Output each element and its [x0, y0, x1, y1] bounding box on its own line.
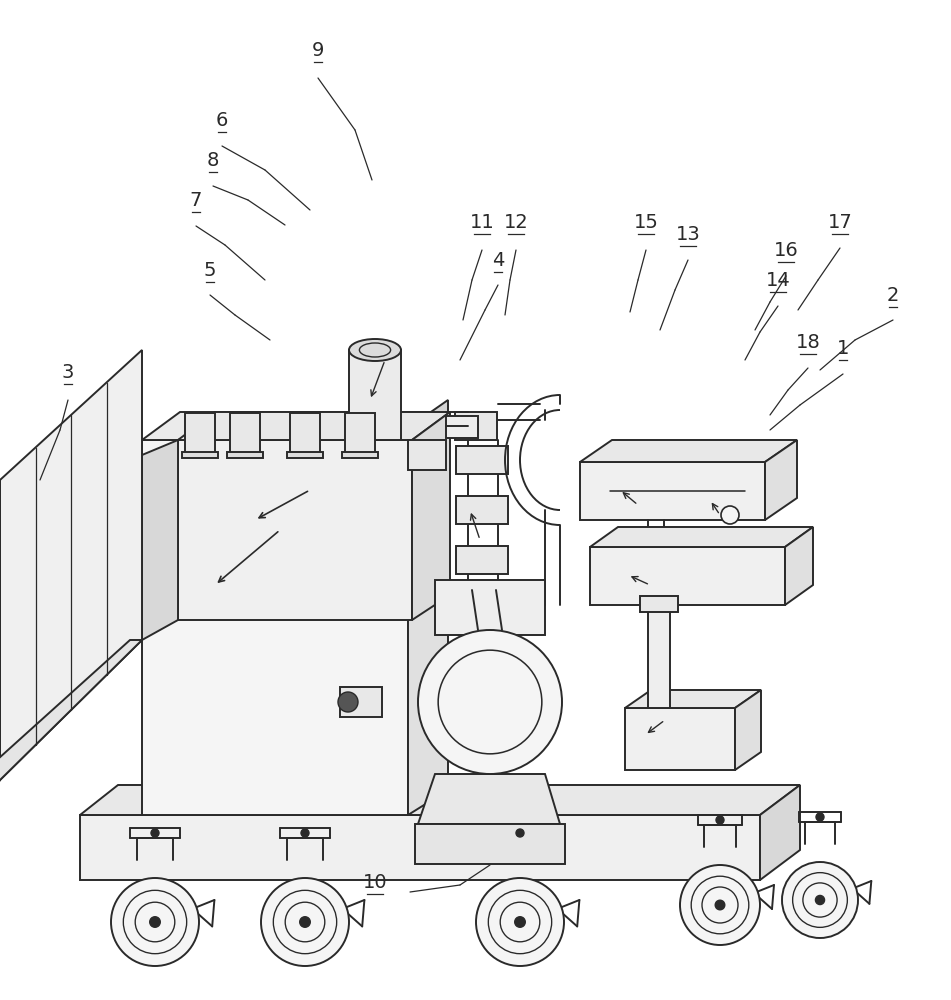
Bar [435, 580, 545, 635]
Bar [648, 603, 670, 708]
Polygon shape [625, 708, 735, 770]
Polygon shape [142, 440, 178, 640]
Circle shape [680, 865, 760, 945]
Text: 12: 12 [504, 213, 529, 232]
Bar [446, 416, 478, 438]
Bar [182, 452, 218, 458]
Circle shape [301, 829, 309, 837]
Circle shape [300, 917, 310, 927]
Bar [456, 446, 508, 474]
Circle shape [816, 813, 824, 821]
Bar [415, 824, 565, 864]
Bar [456, 496, 508, 524]
Polygon shape [178, 412, 450, 440]
Text: 17: 17 [827, 213, 852, 232]
Circle shape [514, 917, 525, 927]
Polygon shape [580, 462, 765, 520]
Bar [640, 596, 678, 612]
Polygon shape [735, 690, 761, 770]
Text: 13: 13 [675, 225, 700, 244]
Circle shape [338, 692, 358, 712]
Circle shape [715, 900, 725, 910]
Text: 9: 9 [312, 41, 324, 60]
Bar [638, 550, 674, 570]
Polygon shape [785, 527, 813, 605]
Text: 11: 11 [470, 213, 495, 232]
Polygon shape [580, 440, 797, 462]
Polygon shape [0, 640, 142, 780]
Bar [456, 546, 508, 574]
Circle shape [782, 862, 858, 938]
Circle shape [261, 878, 349, 966]
Ellipse shape [349, 339, 401, 361]
Polygon shape [408, 412, 448, 815]
Polygon shape [625, 690, 761, 708]
Bar [408, 440, 446, 470]
Polygon shape [0, 350, 142, 780]
Polygon shape [142, 440, 408, 815]
Circle shape [815, 895, 825, 905]
Bar [230, 413, 260, 455]
Polygon shape [80, 785, 800, 815]
Bar [349, 350, 401, 440]
Circle shape [716, 816, 724, 824]
Circle shape [149, 917, 161, 927]
Bar [342, 452, 378, 458]
Circle shape [151, 829, 159, 837]
Circle shape [516, 829, 524, 837]
Polygon shape [408, 400, 448, 440]
Polygon shape [760, 785, 800, 880]
Bar [185, 413, 215, 455]
Bar [340, 687, 382, 717]
Polygon shape [412, 412, 450, 620]
Bar [290, 413, 320, 455]
Text: 18: 18 [796, 333, 821, 352]
Bar [345, 413, 375, 455]
Text: 6: 6 [216, 111, 228, 130]
Circle shape [418, 630, 562, 774]
Polygon shape [178, 440, 412, 620]
Polygon shape [765, 440, 797, 520]
Circle shape [721, 506, 739, 524]
Polygon shape [418, 774, 560, 824]
Bar [455, 412, 497, 440]
Polygon shape [142, 412, 448, 440]
Bar [227, 452, 263, 458]
Text: 16: 16 [773, 241, 799, 260]
Text: 10: 10 [362, 873, 387, 892]
Text: 2: 2 [887, 286, 900, 305]
Text: 4: 4 [492, 251, 504, 270]
Text: 5: 5 [204, 261, 216, 280]
Polygon shape [80, 815, 760, 880]
Text: 8: 8 [206, 151, 219, 170]
Text: 7: 7 [190, 191, 203, 210]
Polygon shape [590, 547, 785, 605]
Circle shape [476, 878, 564, 966]
Text: 14: 14 [766, 271, 790, 290]
Text: 3: 3 [62, 363, 74, 382]
Circle shape [111, 878, 199, 966]
Text: 15: 15 [633, 213, 658, 232]
Bar [287, 452, 323, 458]
Text: 1: 1 [837, 339, 849, 358]
Polygon shape [590, 527, 813, 547]
